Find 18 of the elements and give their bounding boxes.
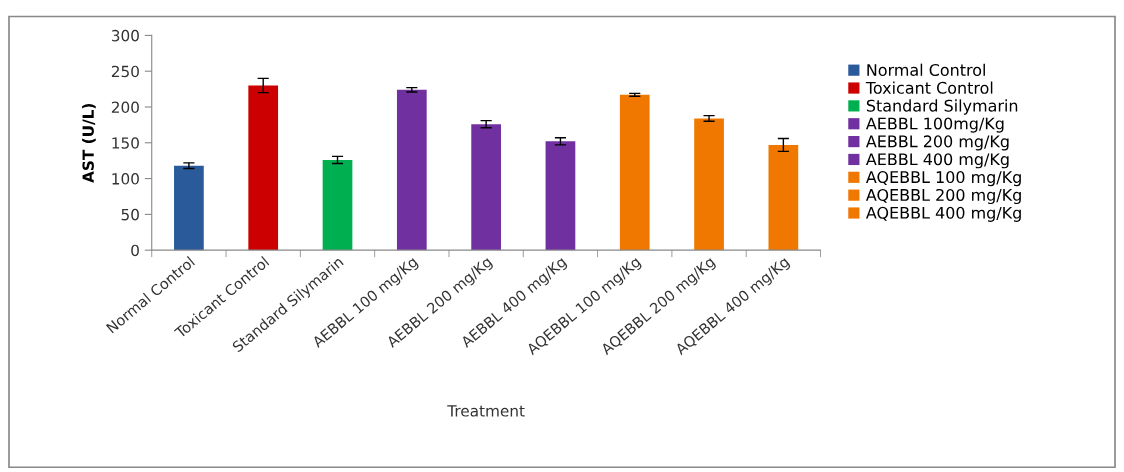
y-axis-title: AST (U/L) <box>82 103 96 183</box>
y-tick-label: 200 <box>111 101 139 114</box>
y-tick-label: 100 <box>112 173 139 185</box>
y-tick-label: 250 <box>111 65 139 78</box>
y-tick-label: 300 <box>111 29 139 42</box>
legend-label: AEBBL 100mg/Kg <box>865 117 1004 133</box>
y-tick-label: 150 <box>112 137 139 149</box>
y-tick-label: 50 <box>121 208 139 221</box>
legend-label: AEBBL 200 mg/Kg <box>865 135 1009 151</box>
legend-label: Toxicant Control <box>865 81 993 94</box>
legend-label: Normal Control <box>867 63 985 76</box>
x-axis-title: Treatment <box>447 405 525 417</box>
legend-label: AQEBBL 100 mg/Kg <box>865 171 1021 187</box>
legend-label: AQEBBL 200 mg/Kg <box>865 188 1021 205</box>
legend-label: AEBBL 400 mg/Kg <box>865 153 1009 169</box>
y-tick-label: 0 <box>131 244 139 257</box>
legend-label: Standard Silymarin <box>866 99 1018 115</box>
legend-label: AQEBBL 400 mg/Kg <box>865 206 1021 222</box>
